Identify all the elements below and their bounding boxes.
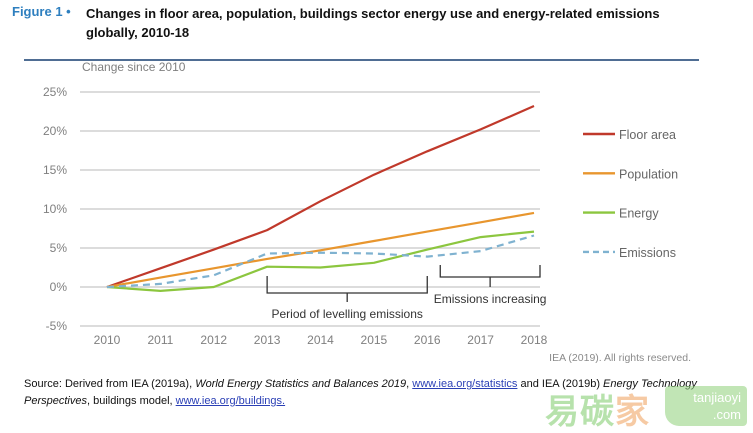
watermark-logo: tanjiaoyi .com 易碳家 [545,384,750,433]
series-lines [106,104,535,292]
legend: Floor area Population Energy Emissions [583,128,678,260]
y-tick-label: 15% [43,163,67,177]
y-tick-labels: -5% 0% 5% 10% 15% 20% 25% [43,85,67,333]
figure-title: Changes in floor area, population, build… [86,6,660,40]
y-tick-label: 0% [50,280,68,294]
annotation-label: Period of levelling emissions [271,307,422,321]
annotation-bracket [439,265,541,287]
y-tick-label: 25% [43,85,67,99]
y-tick-label: -5% [46,319,68,333]
y-tick-label: 20% [43,124,67,138]
y-tick-label: 10% [43,202,67,216]
source-mid-2: , buildings model, [86,395,176,407]
x-tick-label: 2012 [200,333,227,347]
x-tick-label: 2016 [414,333,441,347]
annotations: Period of levelling emissions Emissions i… [266,265,547,321]
source-separator: , [406,378,413,390]
source-title-1: World Energy Statistics and Balances 201… [195,378,407,390]
header-divider [24,59,699,61]
source-prefix: Source: Derived from IEA (2019a), [24,378,196,390]
watermark-domain-tag: tanjiaoyi .com [665,386,747,426]
x-tick-label: 2014 [307,333,334,347]
buildings-link[interactable]: www.iea.org/buildings. [175,395,286,407]
watermark-domain-line1: tanjiaoyi [693,390,741,405]
legend-label: Floor area [619,128,676,142]
source-note: Source: Derived from IEA (2019a), World … [24,376,724,410]
x-tick-labels: 2010 2011 2012 2013 2014 2015 2016 2017 2018 [94,333,548,347]
series-line-energy [106,230,535,292]
x-tick-label: 2010 [94,333,121,347]
watermark-char: 家 [615,393,650,431]
legend-label: Population [619,167,678,181]
series-line-floor-area [106,104,535,289]
x-tick-label: 2017 [467,333,494,347]
statistics-link[interactable]: www.iea.org/statistics [412,378,518,390]
gridlines [80,91,540,327]
annotation-bracket [266,276,428,302]
x-tick-label: 2011 [147,333,173,347]
watermark-char: 易 [545,393,580,431]
legend-label: Energy [619,207,659,221]
copyright-note: IEA (2019). All rights reserved. [549,352,691,364]
watermark-chars: 易碳家 [545,384,650,433]
series-line-emissions [106,234,535,289]
watermark-domain-line2: .com [712,407,741,422]
legend-label: Emissions [619,246,676,260]
y-axis-label: Change since 2010 [82,60,186,74]
watermark-char: 碳 [580,393,615,431]
annotation-label: Emissions increasing [434,292,547,306]
figure-label: Figure 1 • [12,4,71,19]
x-tick-label: 2015 [361,333,388,347]
x-tick-label: 2018 [521,333,548,347]
x-tick-label: 2013 [254,333,281,347]
y-tick-label: 5% [50,241,68,255]
series-line-population [106,211,535,289]
source-mid: and IEA (2019b) [517,378,604,390]
